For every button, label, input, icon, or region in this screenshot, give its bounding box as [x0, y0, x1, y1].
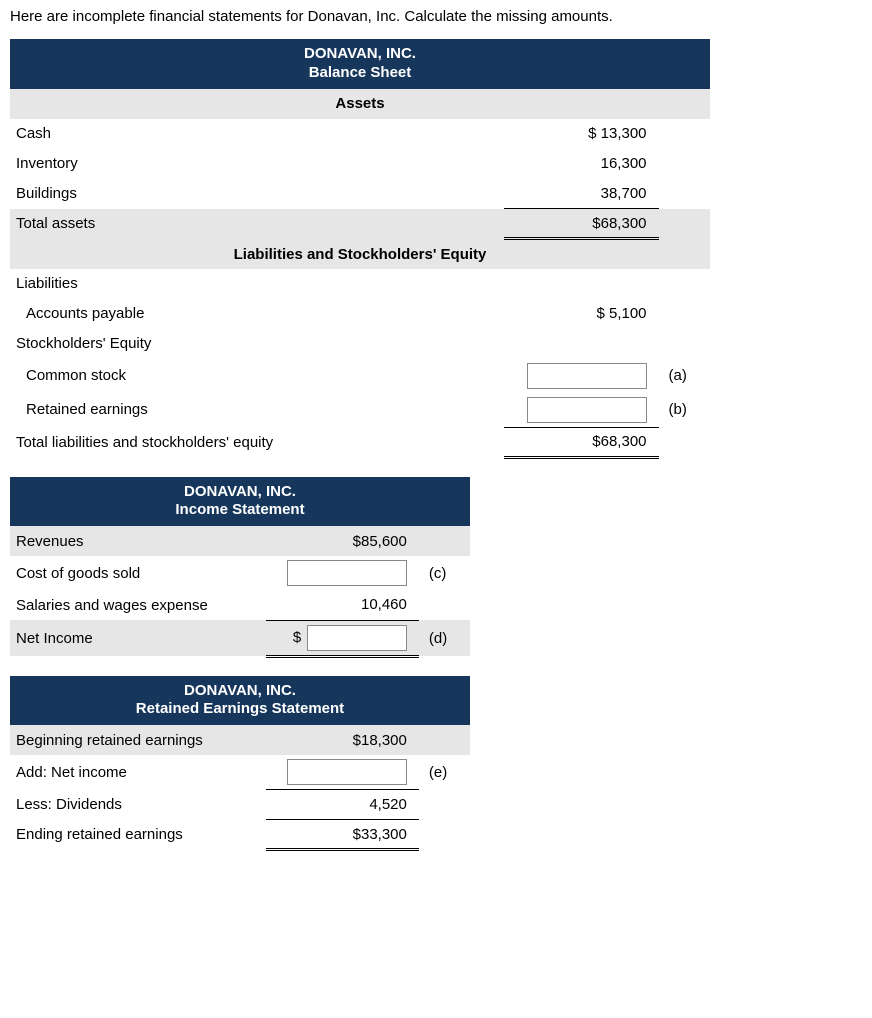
- re-title: Retained Earnings Statement: [10, 700, 470, 719]
- cash-label: Cash: [10, 119, 504, 149]
- is-company: DONAVAN, INC.: [10, 483, 470, 502]
- common-stock-label: Common stock: [10, 359, 504, 393]
- total-assets-label: Total assets: [10, 209, 504, 239]
- bs-title: Balance Sheet: [10, 64, 710, 83]
- cogs-input[interactable]: [287, 560, 407, 586]
- re-company: DONAVAN, INC.: [10, 682, 470, 701]
- intro-text: Here are incomplete financial statements…: [10, 8, 862, 25]
- ap-label: Accounts payable: [10, 299, 504, 329]
- buildings-value: 38,700: [504, 179, 658, 209]
- buildings-label: Buildings: [10, 179, 504, 209]
- bs-company: DONAVAN, INC.: [10, 45, 710, 64]
- bs-assets-header: Assets: [10, 89, 710, 119]
- add-ni-label: Add: Net income: [10, 755, 266, 790]
- total-lse-label: Total liabilities and stockholders' equi…: [10, 427, 504, 457]
- beg-re-label: Beginning retained earnings: [10, 725, 266, 755]
- retained-earnings-table: DONAVAN, INC. Retained Earnings Statemen…: [10, 676, 470, 852]
- is-header: DONAVAN, INC. Income Statement: [10, 477, 470, 527]
- end-re-value: $33,300: [266, 820, 419, 850]
- tag-e: (e): [419, 755, 470, 790]
- tag-b: (b): [659, 393, 710, 428]
- total-assets-value: $68,300: [504, 209, 658, 239]
- tag-d: (d): [419, 620, 470, 656]
- salaries-value: 10,460: [266, 590, 419, 620]
- se-label: Stockholders' Equity: [10, 329, 504, 359]
- beg-re-value: $18,300: [266, 725, 419, 755]
- net-income-label: Net Income: [10, 620, 266, 656]
- inventory-label: Inventory: [10, 149, 504, 179]
- dividends-value: 4,520: [266, 790, 419, 820]
- re-header: DONAVAN, INC. Retained Earnings Statemen…: [10, 676, 470, 726]
- income-statement-table: DONAVAN, INC. Income Statement Revenues …: [10, 477, 470, 658]
- salaries-label: Salaries and wages expense: [10, 590, 266, 620]
- add-net-income-input[interactable]: [287, 759, 407, 785]
- balance-sheet-table: DONAVAN, INC. Balance Sheet Assets Cash …: [10, 39, 710, 459]
- common-stock-input[interactable]: [527, 363, 647, 389]
- revenues-value: $85,600: [266, 526, 419, 556]
- dividends-label: Less: Dividends: [10, 790, 266, 820]
- cash-value: $ 13,300: [504, 119, 658, 149]
- inventory-value: 16,300: [504, 149, 658, 179]
- retained-earnings-label: Retained earnings: [10, 393, 504, 428]
- liabilities-label: Liabilities: [10, 269, 504, 299]
- end-re-label: Ending retained earnings: [10, 820, 266, 850]
- ap-value: $ 5,100: [504, 299, 658, 329]
- revenues-label: Revenues: [10, 526, 266, 556]
- retained-earnings-input[interactable]: [527, 397, 647, 423]
- bs-lse-header: Liabilities and Stockholders' Equity: [10, 239, 710, 269]
- cogs-label: Cost of goods sold: [10, 556, 266, 590]
- tag-a: (a): [659, 359, 710, 393]
- tag-c: (c): [419, 556, 470, 590]
- ni-dollar: $: [293, 629, 307, 646]
- bs-header: DONAVAN, INC. Balance Sheet: [10, 39, 710, 89]
- net-income-input[interactable]: [307, 625, 407, 651]
- total-lse-value: $68,300: [504, 427, 658, 457]
- is-title: Income Statement: [10, 501, 470, 520]
